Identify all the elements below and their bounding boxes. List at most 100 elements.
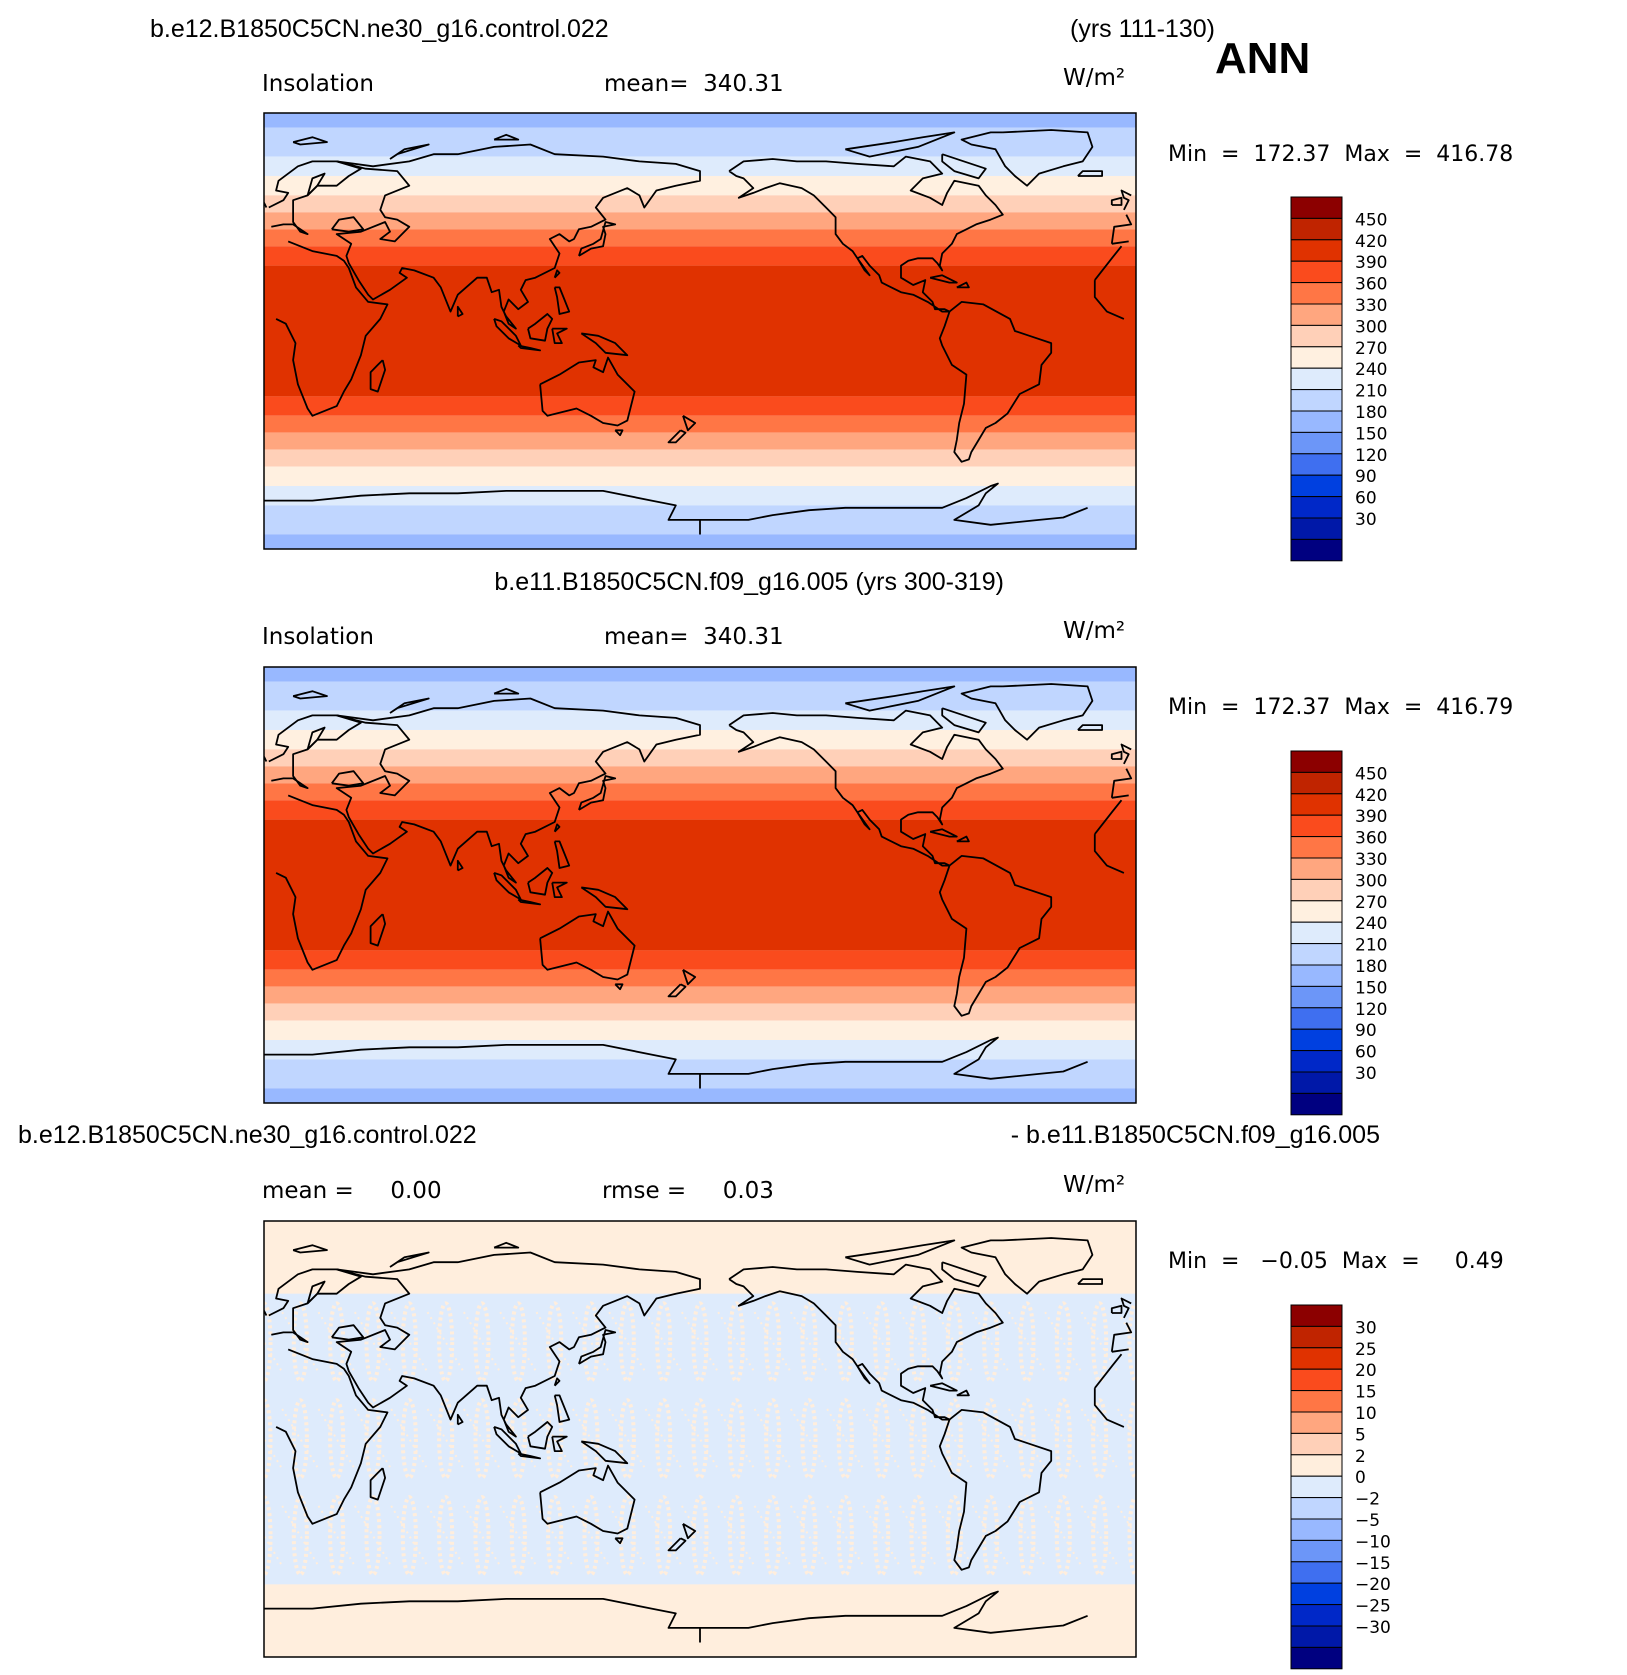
insolation-band	[264, 710, 1136, 730]
difference-pattern	[509, 1495, 527, 1577]
insolation-band	[264, 449, 1136, 467]
difference-pattern	[1127, 1495, 1136, 1577]
colorbar-swatch	[1290, 1454, 1343, 1477]
colorbar-tick-label: 5	[1355, 1425, 1366, 1445]
colorbar-tick-label: 30	[1355, 510, 1377, 530]
insolation-band	[264, 195, 1136, 213]
panel-3-case-title: b.e12.B1850C5CN.ne30_g16.control.022	[18, 1121, 477, 1149]
difference-pattern	[400, 1495, 418, 1577]
coastline-africa	[275, 1348, 1125, 1525]
insolation-band	[264, 156, 1136, 176]
colorbar-tick-label: 15	[1355, 1383, 1377, 1403]
coastline-nz-north	[682, 1523, 697, 1540]
map-field-panel-1	[264, 113, 1136, 549]
difference-pattern	[618, 1495, 636, 1577]
coastline-greenland	[960, 683, 1094, 741]
coastline-sri-lanka	[456, 1413, 464, 1426]
insolation-band	[264, 819, 1136, 951]
panel-1-colorbar: 4504203903603303002702402101801501209060…	[1290, 196, 1387, 562]
coastline-baffin	[941, 1261, 987, 1288]
panel-1-map	[263, 112, 1137, 550]
panel-1-units: W/m²	[1063, 65, 1125, 91]
coastline-europe	[268, 1268, 1133, 1353]
colorbar-swatch	[1290, 1432, 1343, 1456]
colorbar-swatch	[1290, 1582, 1343, 1606]
difference-pattern	[909, 1495, 927, 1577]
coastline-africa	[275, 240, 1125, 417]
coastline-new-guinea	[580, 886, 629, 911]
colorbar-tick-label: 420	[1355, 232, 1387, 252]
colorbar-tick-label: 0	[1355, 1468, 1366, 1488]
colorbar-tick-label: 30	[1355, 1318, 1377, 1338]
colorbar-swatch	[1290, 346, 1343, 369]
colorbar-swatch	[1290, 303, 1343, 326]
map-frame	[263, 112, 1137, 550]
coastline-novaya-zemlya	[389, 143, 430, 160]
colorbar-tick-label: 20	[1355, 1361, 1377, 1381]
colorbar-swatch	[1290, 282, 1343, 305]
insolation-band	[264, 466, 1136, 487]
difference-pattern	[1127, 1398, 1136, 1480]
coastline-philippines	[553, 840, 571, 869]
difference-pattern	[655, 1495, 673, 1577]
difference-pattern	[691, 1398, 709, 1480]
difference-pattern	[873, 1495, 891, 1577]
difference-pattern	[655, 1398, 673, 1480]
colorbar-swatch	[1290, 389, 1343, 412]
coastline-borneo	[527, 313, 554, 342]
panel-2: b.e11.B1850C5CN.f09_g16.005 (yrs 300-319…	[262, 568, 1513, 1116]
coastline-scandinavia-gulf	[306, 172, 326, 197]
insolation-band	[264, 1040, 1136, 1060]
difference-pattern	[836, 1398, 854, 1480]
insolation-band	[264, 486, 1136, 506]
coastline-south-america	[938, 301, 1053, 463]
panel-3-rmse: rmse = 0.03	[602, 1178, 774, 1204]
colorbar-swatch	[1290, 1518, 1343, 1541]
colorbar-swatch	[1290, 453, 1343, 476]
difference-pattern	[982, 1398, 1000, 1480]
panel-3-subtracted-case: - b.e11.B1850C5CN.f09_g16.005	[1011, 1121, 1380, 1149]
colorbar-swatch	[1290, 1411, 1343, 1434]
colorbar-swatch	[1290, 1092, 1343, 1116]
colorbar-tick-label: 450	[1355, 764, 1387, 784]
difference-pattern	[1091, 1301, 1109, 1383]
panel-2-mean: mean= 340.31	[604, 624, 784, 650]
coastline-svalbard	[292, 136, 328, 146]
season-label: ANN	[1215, 34, 1310, 83]
difference-pattern	[764, 1398, 782, 1480]
colorbar-tick-label: 390	[1355, 253, 1387, 273]
colorbar-swatch	[1290, 750, 1343, 773]
colorbar-tick-label: 180	[1355, 403, 1387, 423]
coastline-taiwan	[553, 823, 561, 833]
insolation-band	[264, 175, 1136, 196]
coastline-greenland	[960, 1237, 1094, 1295]
colorbar-tick-label: 270	[1355, 893, 1387, 913]
panel-3-map	[263, 1220, 1137, 1658]
coastline-black-sea	[331, 770, 365, 787]
colorbar-swatch	[1290, 1325, 1343, 1349]
difference-pattern	[328, 1495, 346, 1577]
coastline-antarctica	[264, 1590, 1088, 1643]
coastline-australia	[539, 910, 636, 981]
coastline-nz-south	[667, 983, 687, 998]
colorbar-swatch	[1290, 474, 1343, 498]
coastline-hispaniola	[956, 835, 970, 843]
colorbar-swatch	[1290, 1347, 1343, 1370]
coastline-novaya-zemlya	[389, 697, 430, 714]
coastline-ireland	[1110, 1304, 1123, 1314]
colorbar-tick-label: 450	[1355, 210, 1387, 230]
coastline-taiwan	[553, 1377, 561, 1387]
colorbar-tick-label: 60	[1355, 1043, 1377, 1063]
coastline-asia	[335, 697, 701, 884]
colorbar-swatch	[1290, 496, 1343, 519]
coastline-baffin	[941, 153, 987, 180]
difference-pattern	[473, 1495, 491, 1577]
colorbar-swatch	[1290, 1390, 1343, 1413]
colorbar-tick-label: 240	[1355, 914, 1387, 934]
colorbar-swatch	[1290, 260, 1343, 284]
colorbar-swatch	[1290, 793, 1343, 816]
coastline-hispaniola	[956, 281, 970, 289]
colorbar-swatch	[1290, 878, 1343, 902]
colorbar-swatch	[1290, 196, 1343, 219]
panel-2-units: W/m²	[1063, 618, 1125, 644]
